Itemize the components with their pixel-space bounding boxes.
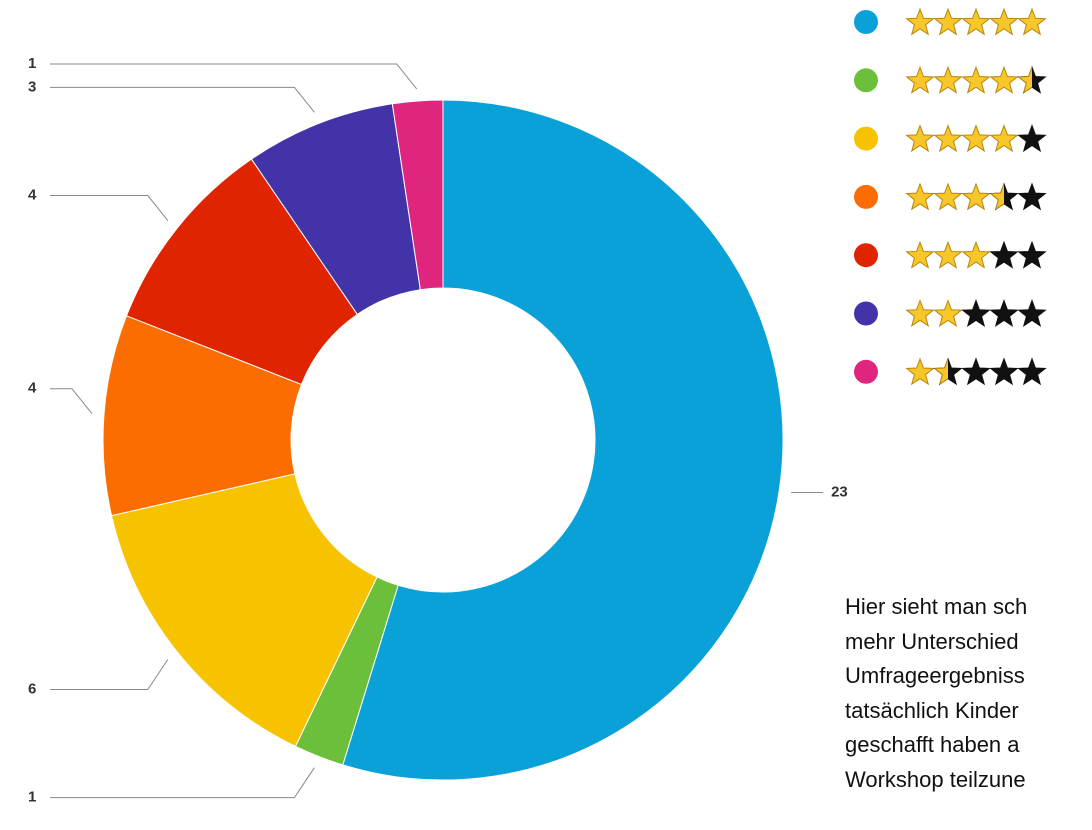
star — [989, 124, 1019, 153]
star — [961, 299, 991, 327]
legend-swatch — [854, 359, 878, 384]
star — [961, 7, 991, 36]
text-line: mehr Unterschied — [845, 628, 1019, 654]
star — [905, 65, 935, 94]
data-label: 1 — [28, 789, 36, 806]
paragraph: Hier sieht man sch mehr Unterschied Umfrag… — [845, 590, 1092, 797]
star — [905, 182, 935, 211]
data-label: 6 — [28, 680, 36, 697]
star — [989, 299, 1019, 327]
star — [1017, 240, 1047, 269]
legend-rating — [905, 182, 1047, 211]
star — [961, 240, 991, 269]
leader-line — [50, 388, 93, 415]
leader-line — [50, 195, 169, 221]
legend-rating — [905, 299, 1047, 327]
star — [989, 240, 1019, 269]
text-line: Umfrageergebniss — [845, 663, 1025, 688]
legend-rating — [905, 357, 1047, 386]
star — [905, 124, 935, 153]
legend-swatch — [854, 126, 878, 151]
half-star — [934, 358, 948, 385]
data-label: 23 — [831, 483, 848, 500]
data-label: 4 — [28, 380, 37, 397]
text-line: Hier sieht man sch — [845, 594, 1028, 619]
star — [1017, 299, 1047, 327]
star — [989, 7, 1019, 36]
star — [905, 299, 935, 327]
half-star — [990, 183, 1004, 210]
star — [933, 299, 963, 327]
star — [989, 65, 1019, 94]
leader-line — [50, 767, 315, 799]
legend-swatch — [854, 301, 878, 326]
legend-rating — [905, 240, 1047, 269]
star — [905, 357, 935, 386]
half-star — [1018, 67, 1032, 93]
legend-rating — [905, 124, 1047, 153]
star — [1017, 357, 1047, 386]
star — [961, 65, 991, 94]
leader-line — [50, 86, 315, 113]
star — [933, 7, 963, 36]
star — [961, 124, 991, 153]
text-line: Workshop teilzune — [845, 766, 1026, 792]
donut-slice — [342, 99, 784, 781]
leader-line — [50, 659, 169, 690]
data-label: 1 — [28, 55, 36, 72]
star — [933, 240, 963, 269]
star — [961, 357, 991, 386]
star — [1017, 124, 1047, 153]
star — [1017, 7, 1047, 36]
legend-swatch — [854, 243, 878, 268]
donut-slice — [110, 473, 378, 747]
star — [933, 124, 963, 153]
text-line: geschafft haben a — [845, 732, 1020, 757]
donut-slice — [125, 158, 359, 386]
data-label: 3 — [28, 78, 36, 95]
legend-rating — [905, 7, 1047, 36]
data-label: 4 — [28, 187, 37, 204]
star — [905, 7, 935, 36]
legend-swatch — [854, 68, 878, 93]
donut-slice — [391, 99, 444, 291]
leader-line — [50, 63, 418, 90]
star — [961, 182, 991, 211]
legend-swatch — [854, 184, 878, 209]
star — [989, 357, 1019, 386]
star — [1017, 182, 1047, 211]
star — [933, 65, 963, 94]
star — [933, 182, 963, 211]
legend-rating — [905, 65, 1047, 94]
star — [905, 240, 935, 269]
legend-swatch — [854, 10, 878, 34]
text-line: tatsächlich Kinder — [845, 697, 1019, 723]
donut-slice — [102, 315, 303, 517]
